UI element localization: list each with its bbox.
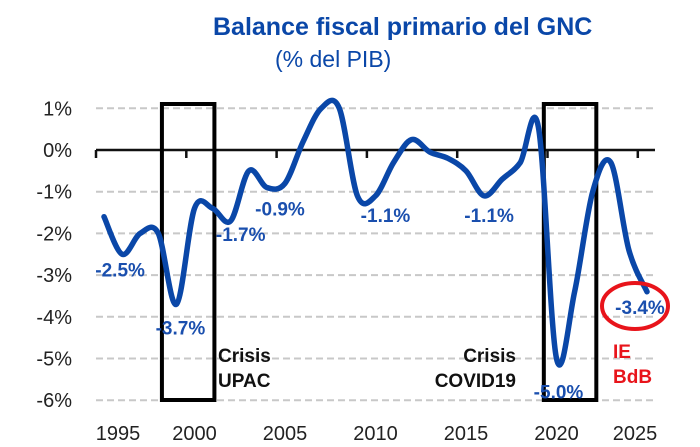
gridlines bbox=[96, 107, 655, 402]
x-tick-label: 2025 bbox=[613, 423, 658, 445]
data-label: -2.5% bbox=[95, 260, 145, 281]
y-axis-ticks: 1% 0% -1% -2% -3% -4% -5% -6% bbox=[36, 98, 72, 412]
data-label: -3.7% bbox=[156, 318, 206, 339]
data-labels: -2.5% -3.7% -1.7% -0.9% -1.1% -1.1% -5.0% -3.4% bbox=[95, 200, 665, 404]
annotation-crisis-upac: UPAC bbox=[218, 371, 271, 392]
data-label: -1.1% bbox=[464, 206, 514, 227]
y-tick-label: -4% bbox=[36, 307, 72, 329]
x-tick-label: 2000 bbox=[172, 423, 217, 445]
data-label: -5.0% bbox=[534, 383, 584, 404]
y-tick-label: 1% bbox=[43, 98, 72, 120]
y-tick-label: -3% bbox=[36, 265, 72, 287]
crisis-box bbox=[541, 102, 599, 402]
annotations: Crisis UPAC Crisis COVID19 IE BdB bbox=[218, 281, 670, 392]
annotation-ie-bdb: IE bbox=[613, 342, 631, 363]
x-tick-label: 2005 bbox=[263, 423, 308, 445]
series-line bbox=[101, 97, 650, 368]
data-label: -1.7% bbox=[216, 225, 266, 246]
data-label: -1.1% bbox=[361, 206, 411, 227]
series bbox=[101, 97, 650, 368]
data-label: -3.4% bbox=[615, 298, 665, 319]
annotation-crisis-upac: Crisis bbox=[218, 346, 271, 367]
x-axis: 1995 2000 2005 2010 2015 2020 2025 bbox=[94, 148, 658, 445]
y-tick-label: 0% bbox=[43, 140, 72, 162]
chart-title: Balance fiscal primario del GNC bbox=[213, 13, 592, 41]
x-tick-label: 2010 bbox=[353, 423, 398, 445]
y-tick-label: -5% bbox=[36, 349, 72, 371]
annotation-crisis-covid19: COVID19 bbox=[435, 371, 516, 392]
y-tick-label: -2% bbox=[36, 223, 72, 245]
x-tick-label: 2020 bbox=[534, 423, 579, 445]
highlight-circle bbox=[600, 281, 670, 331]
data-label: -0.9% bbox=[255, 200, 305, 221]
chart-subtitle: (% del PIB) bbox=[275, 46, 391, 72]
x-tick-label: 1995 bbox=[96, 423, 141, 445]
y-tick-label: -6% bbox=[36, 390, 72, 412]
x-tick-label: 2015 bbox=[444, 423, 489, 445]
y-tick-label: -1% bbox=[36, 182, 72, 204]
annotation-crisis-covid19: Crisis bbox=[463, 346, 516, 367]
annotation-ie-bdb: BdB bbox=[613, 367, 652, 388]
